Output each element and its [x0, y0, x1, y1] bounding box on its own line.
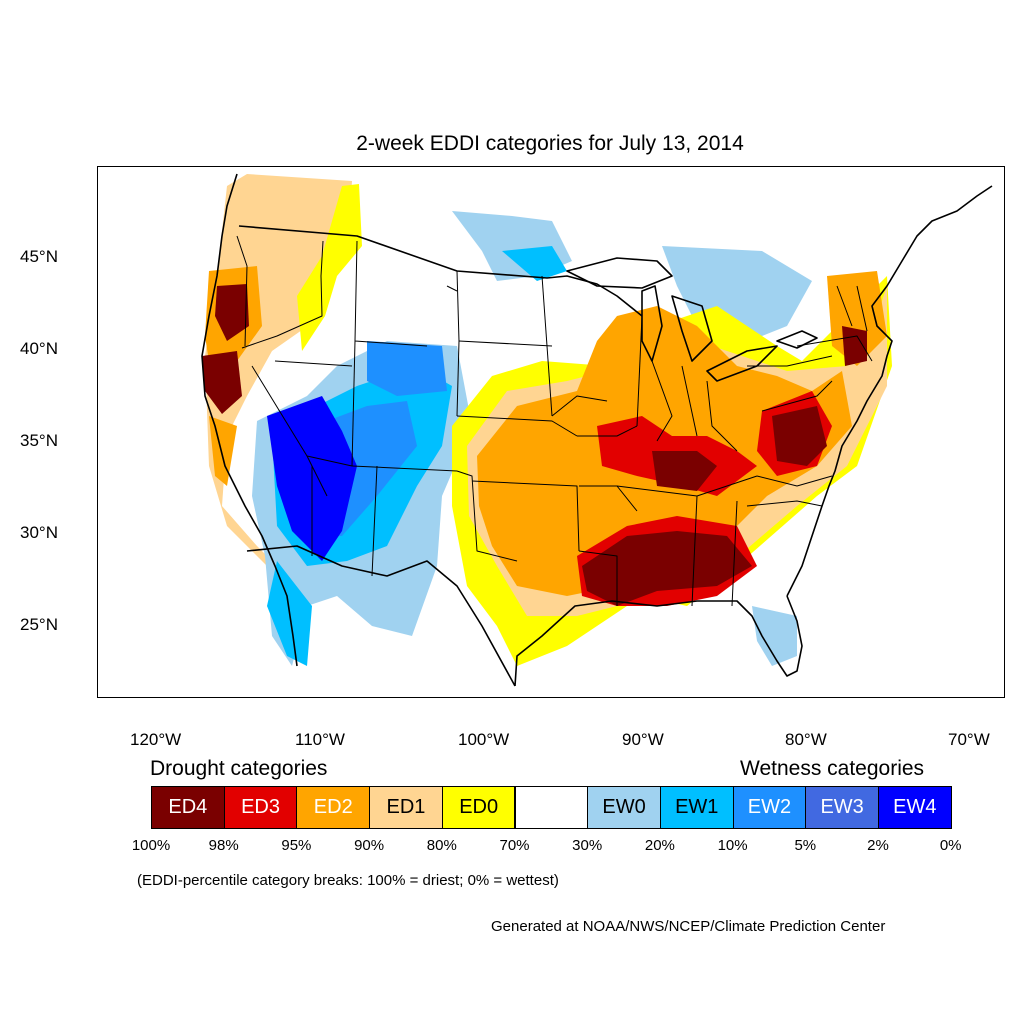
west-coastline — [201, 173, 298, 667]
region-ed4-gulf — [582, 531, 752, 606]
percentile-note: (EDDI-percentile category breaks: 100% =… — [137, 872, 559, 889]
eddi-map — [97, 166, 1005, 698]
legend-swatch-label: EW4 — [893, 796, 937, 818]
region-ed4-california — [202, 351, 242, 414]
legend-swatch-label: EW2 — [747, 796, 792, 818]
map-title: 2-week EDDI categories for July 13, 2014 — [356, 132, 744, 155]
legend-swatch-ew3: EW3 — [805, 786, 879, 829]
legend-percentile-label: 95% — [281, 837, 312, 854]
legend-percentile-label: 20% — [644, 837, 675, 854]
lon-label-100: 100°W — [458, 730, 510, 749]
legend-swatch-ed2: ED2 — [296, 786, 371, 829]
legend-percentile-label: 90% — [354, 837, 385, 854]
legend-percentile-label: 2% — [867, 837, 889, 854]
great-lake-superior — [566, 257, 673, 289]
legend-percentile-label: 80% — [426, 837, 457, 854]
lon-label-80: 80°W — [785, 730, 827, 749]
legend-swatch-label: EW0 — [602, 796, 646, 818]
lon-label-110: 110°W — [295, 730, 345, 749]
legend-swatch-label: EW3 — [820, 796, 864, 818]
lat-label-30: 30°N — [20, 523, 58, 542]
legend-swatch-ed1: ED1 — [369, 786, 443, 829]
legend-percentile-label: 70% — [499, 837, 530, 854]
region-ew0-florida — [752, 606, 797, 666]
gulf-coastline — [514, 595, 803, 687]
legend-percentile-label: 5% — [794, 837, 817, 854]
lat-label-40: 40°N — [20, 339, 58, 358]
legend-swatch-label: ED0 — [459, 796, 499, 818]
legend-swatch-label: ED1 — [386, 796, 426, 818]
credit-line: Generated at NOAA/NWS/NCEP/Climate Predi… — [491, 918, 886, 935]
legend-percentile-label: 10% — [717, 837, 748, 854]
mexico-border — [246, 545, 516, 687]
lon-label-70: 70°W — [948, 730, 990, 749]
legend-swatch-ed3: ED3 — [223, 786, 298, 829]
drought-categories-heading: Drought categories — [150, 757, 328, 780]
coastlines — [201, 173, 993, 687]
lat-label-35: 35°N — [20, 431, 58, 450]
region-ed4-oregon — [215, 284, 249, 341]
wetness-categories-heading: Wetness categories — [740, 757, 925, 780]
region-ed4-virginia — [772, 406, 827, 466]
legend-swatch-ew0: EW0 — [587, 786, 661, 829]
legend-swatch-ew4: EW4 — [878, 786, 952, 829]
region-ed2-california — [209, 416, 237, 486]
legend-swatch-label: EW1 — [675, 796, 719, 818]
legend-percentile-label: 98% — [208, 837, 239, 854]
legend-percentile-label: 30% — [572, 837, 603, 854]
great-lake-michigan — [641, 285, 663, 362]
state-boundaries — [236, 235, 873, 607]
legend-swatch-label: ED4 — [168, 796, 208, 818]
canada-border — [238, 225, 643, 317]
region-ed0-interior-west — [297, 184, 362, 351]
lat-label-25: 25°N — [20, 615, 58, 634]
lat-label-45: 45°N — [20, 247, 58, 266]
region-ed4-northeast — [842, 326, 867, 366]
legend-swatch-label: ED2 — [313, 796, 353, 818]
region-ed4-tennessee — [652, 451, 717, 491]
legend-percentile-label: 0% — [939, 837, 962, 854]
great-lake-ontario — [776, 330, 818, 349]
legend-swatch-ew2: EW2 — [732, 786, 807, 829]
legend-swatch-ew1: EW1 — [659, 786, 734, 829]
atlantic-coastline — [786, 185, 993, 597]
region-ew2-wyoming — [367, 341, 447, 396]
great-lake-erie — [706, 345, 778, 382]
lon-label-120: 120°W — [130, 730, 182, 749]
legend-swatch-neutral — [514, 786, 589, 829]
legend-swatch-label: ED3 — [241, 796, 280, 818]
legend-percentile-label: 100% — [131, 837, 171, 854]
region-ew1-minnesota — [502, 246, 567, 281]
legend-swatch-ed0: ED0 — [441, 786, 516, 829]
legend-swatch-ed4: ED4 — [151, 786, 225, 829]
lon-label-90: 90°W — [622, 730, 664, 749]
great-lake-huron — [671, 295, 713, 362]
region-ed2-northeast — [827, 271, 887, 366]
